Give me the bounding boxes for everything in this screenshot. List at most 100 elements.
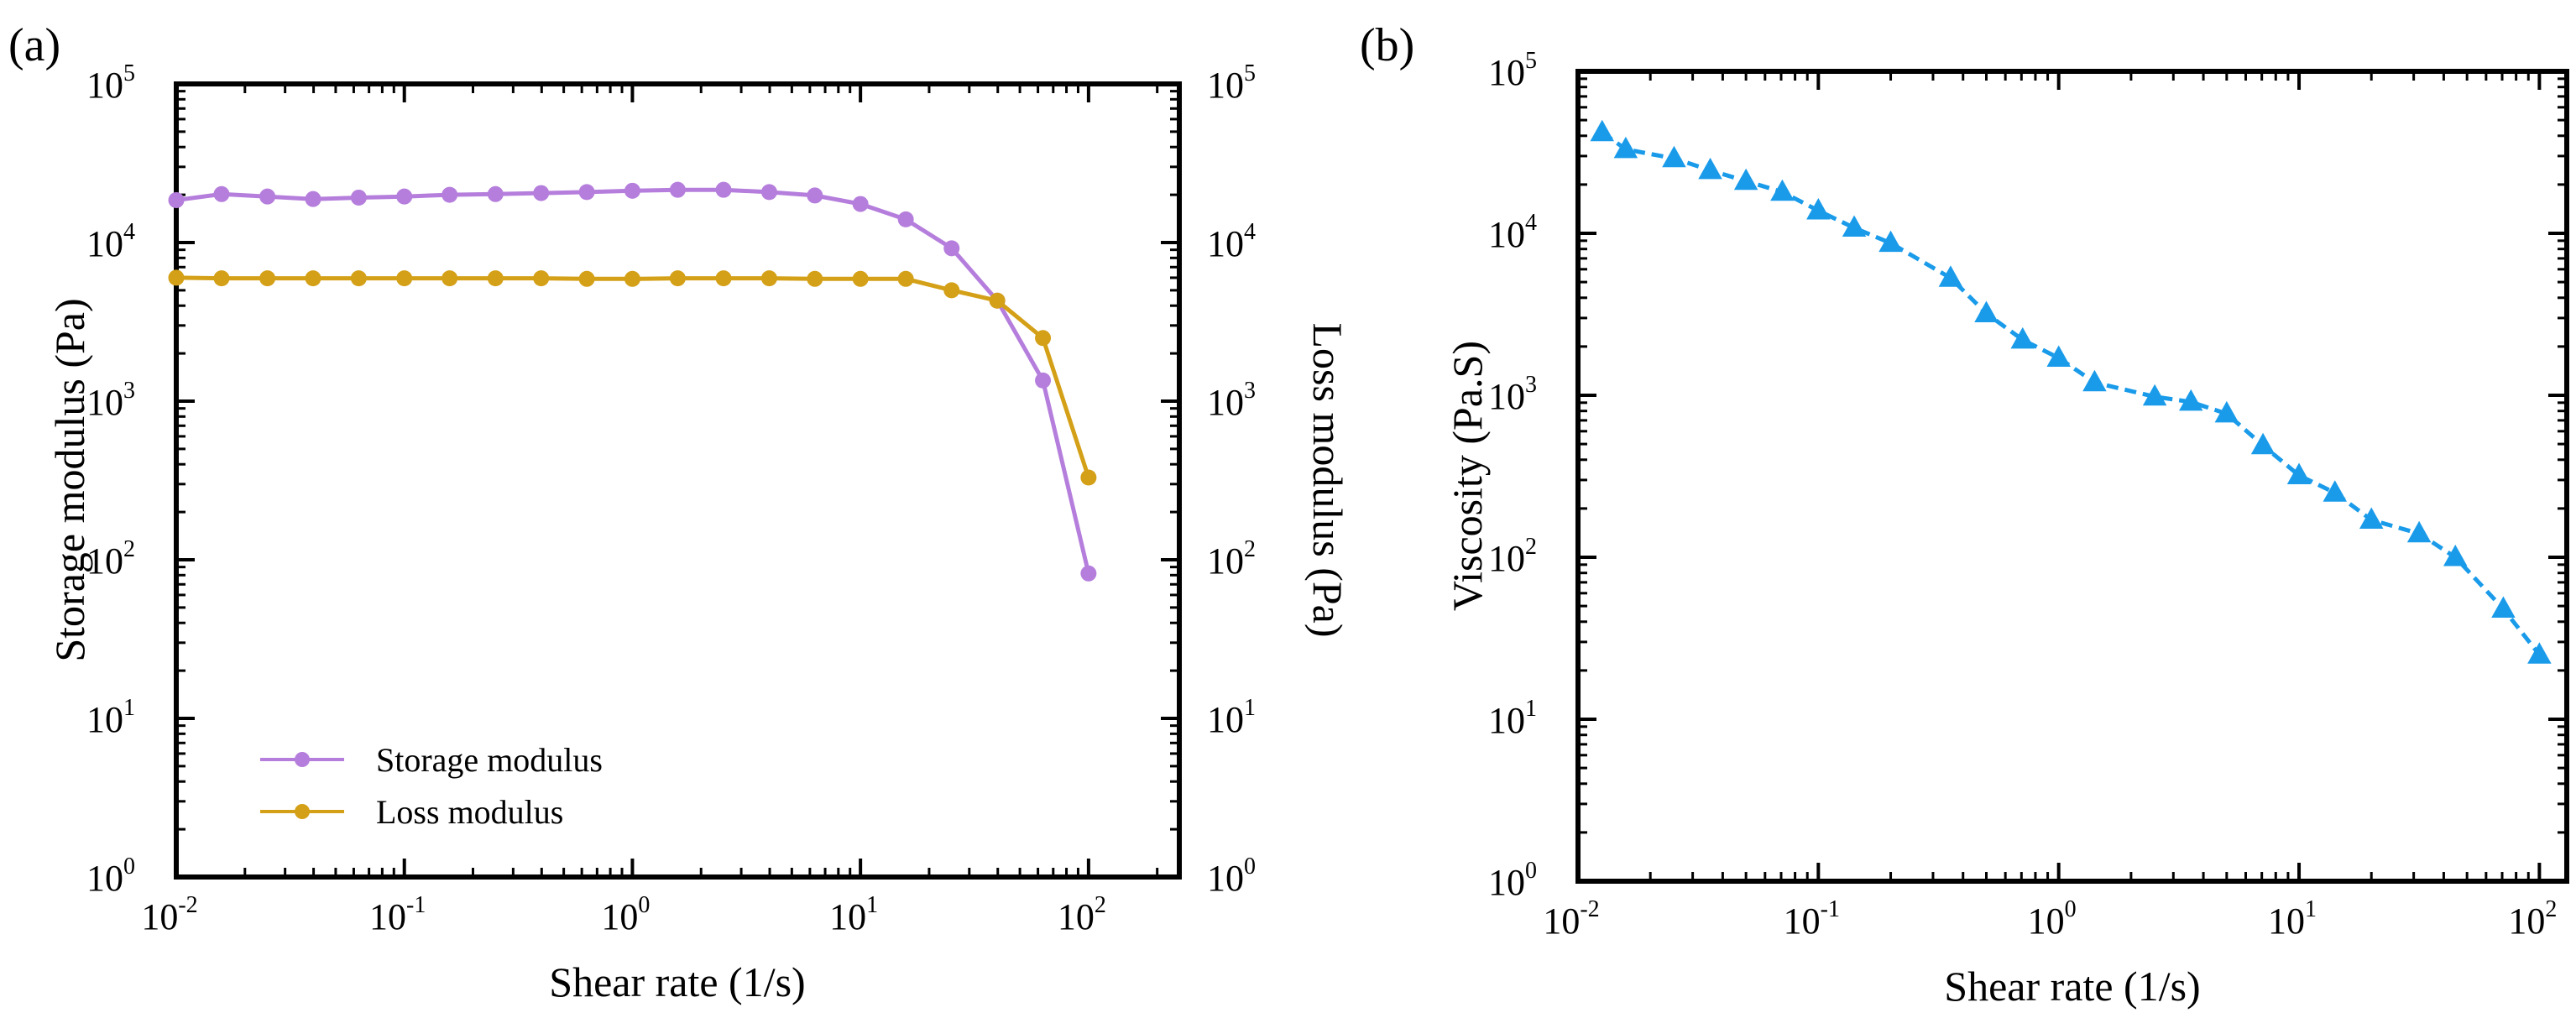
y-tick-label-b: 103 <box>1488 372 1537 417</box>
data-point-b-0-6 <box>1806 198 1831 220</box>
x-tick-label-b: 10-1 <box>1784 896 1840 942</box>
data-point-a-0-0 <box>168 192 185 209</box>
panel-a-legend: Storage modulus Loss modulus <box>260 741 603 831</box>
data-point-a-1-14 <box>807 270 823 287</box>
y2-tick-label-a: 104 <box>1207 219 1256 264</box>
data-point-b-0-18 <box>2286 462 2312 485</box>
data-point-b-0-12 <box>2046 345 2071 368</box>
data-point-a-0-4 <box>350 189 367 206</box>
data-point-b-0-2 <box>1662 145 1686 168</box>
data-point-a-1-0 <box>168 269 185 286</box>
data-point-b-0-5 <box>1770 179 1795 201</box>
data-point-b-0-8 <box>1878 230 1903 253</box>
y-tick-label-b: 104 <box>1488 210 1537 255</box>
panel-b-frame <box>1575 69 2569 884</box>
data-point-a-1-6 <box>442 270 458 287</box>
data-point-a-1-2 <box>259 270 276 287</box>
data-point-a-0-7 <box>487 185 504 202</box>
data-point-b-0-7 <box>1842 215 1867 238</box>
data-point-a-1-5 <box>396 270 413 287</box>
panel-b-y-title: Viscosity (Pa.S) <box>1444 341 1491 611</box>
y-tick-label-b: 102 <box>1488 534 1537 579</box>
data-point-b-0-23 <box>2491 596 2516 619</box>
data-point-b-0-4 <box>1733 168 1758 191</box>
data-point-a-1-10 <box>624 270 640 287</box>
data-point-b-0-14 <box>2142 384 2167 406</box>
y-tick-label-b: 101 <box>1488 696 1537 741</box>
x-tick-label-b: 102 <box>2508 896 2557 942</box>
x-tick-label-b: 101 <box>2268 896 2317 942</box>
data-point-a-1-1 <box>213 270 230 287</box>
data-point-a-1-15 <box>852 270 869 287</box>
data-point-b-0-22 <box>2443 545 2468 566</box>
y-tick-label-a: 105 <box>86 60 135 106</box>
y2-tick-label-a: 100 <box>1207 854 1256 899</box>
data-point-a-0-12 <box>715 181 732 198</box>
panel-a-frame <box>174 81 1182 880</box>
x-tick-label-a: 100 <box>601 892 650 937</box>
x-tick-label-a: 102 <box>1058 892 1106 937</box>
y2-tick-label-a: 105 <box>1207 60 1256 106</box>
data-point-b-0-3 <box>1698 157 1722 180</box>
x-tick-label-b: 10-2 <box>1543 896 1599 942</box>
x-tick-label-a: 10-1 <box>369 892 426 937</box>
data-point-a-0-13 <box>760 184 777 201</box>
legend-marker-storage <box>295 752 310 767</box>
data-point-a-1-17 <box>943 282 960 299</box>
data-point-a-0-9 <box>578 184 595 201</box>
data-point-a-1-12 <box>715 270 732 287</box>
data-point-b-0-0 <box>1590 119 1614 142</box>
data-point-a-0-1 <box>213 185 230 202</box>
data-point-b-0-24 <box>2527 642 2552 664</box>
data-point-a-0-20 <box>1080 565 1097 582</box>
data-point-b-0-11 <box>2010 326 2035 349</box>
y-tick-label-a: 102 <box>86 536 135 582</box>
data-point-b-0-10 <box>1974 300 1999 323</box>
x-tick-label-b: 100 <box>2028 896 2077 942</box>
series-line-a-1 <box>175 275 1091 478</box>
legend-label-loss: Loss modulus <box>376 793 563 831</box>
y2-tick-label-a: 102 <box>1207 536 1256 582</box>
data-point-b-0-21 <box>2406 520 2432 543</box>
data-point-b-0-16 <box>2214 400 2239 423</box>
panel-b-ticks: 10-2 10-1 100 101 102 100 101 102 103 104 105 <box>1488 48 2567 942</box>
panel-a-y2-title: Loss modulus (Pa) <box>1304 323 1351 638</box>
y-tick-label-a: 103 <box>86 378 135 423</box>
y2-tick-label-a: 101 <box>1207 695 1256 740</box>
data-point-a-0-11 <box>669 181 686 198</box>
panel-a-label: (a) <box>8 19 60 71</box>
data-point-a-0-8 <box>533 185 550 201</box>
data-point-a-0-3 <box>305 191 321 207</box>
data-point-a-1-11 <box>669 270 686 287</box>
panel-a-y-title: Storage modulus (Pa) <box>46 298 93 661</box>
data-point-a-0-14 <box>807 187 823 204</box>
panel-b-label: (b) <box>1360 19 1414 71</box>
data-point-b-0-9 <box>1938 265 1963 287</box>
data-point-a-1-9 <box>578 270 595 287</box>
y-tick-label-b: 105 <box>1488 48 1537 93</box>
y2-tick-label-a: 103 <box>1207 378 1256 423</box>
panel-a-ticks: 10-2 10-1 100 101 102 100 100 101 101 102 102 103 10… <box>86 60 1256 937</box>
data-point-a-1-3 <box>305 270 321 287</box>
y-tick-label-a: 104 <box>86 219 135 264</box>
data-point-a-0-19 <box>1035 372 1052 389</box>
legend-label-storage: Storage modulus <box>376 741 603 779</box>
legend-marker-loss <box>295 804 310 819</box>
data-point-a-0-5 <box>396 188 413 205</box>
y-tick-label-b: 100 <box>1488 858 1537 903</box>
x-tick-label-a: 101 <box>829 892 878 937</box>
data-point-a-0-10 <box>624 182 640 199</box>
data-point-a-1-8 <box>533 270 550 287</box>
y-tick-label-a: 101 <box>86 695 135 740</box>
data-point-a-1-13 <box>760 270 777 287</box>
data-point-b-0-13 <box>2082 369 2107 392</box>
data-point-a-1-18 <box>989 292 1006 309</box>
data-point-a-0-6 <box>442 186 458 203</box>
data-point-a-0-16 <box>897 211 914 227</box>
data-point-a-1-7 <box>487 270 504 287</box>
panel-a-series <box>168 181 1097 582</box>
data-point-b-0-15 <box>2178 389 2203 411</box>
data-point-b-0-17 <box>2250 432 2276 455</box>
